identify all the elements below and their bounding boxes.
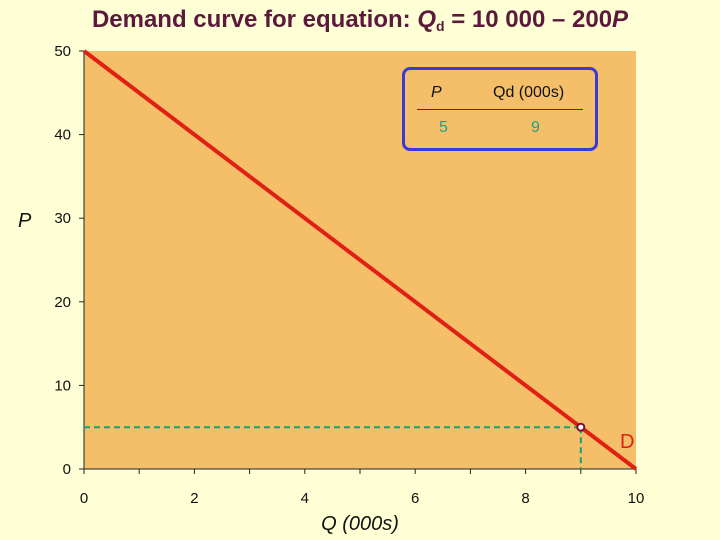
table-value-qd: 9 — [531, 119, 540, 136]
table-value-p: 5 — [439, 119, 448, 136]
highlight-point — [576, 422, 586, 432]
table-header-qd: Qd (000s) — [493, 84, 565, 101]
x-tick-label: 8 — [521, 490, 529, 507]
x-tick-label: 4 — [301, 490, 309, 507]
series-label-d: D — [620, 431, 634, 453]
x-tick-label: 2 — [190, 490, 198, 507]
y-tick-label: 30 — [54, 210, 71, 227]
y-tick-label: 50 — [54, 43, 71, 60]
x-tick-label: 6 — [411, 490, 419, 507]
value-table: P Qd (000s) 5 9 — [402, 67, 598, 151]
y-tick-label: 0 — [63, 461, 71, 478]
y-axis-label: P — [18, 210, 32, 232]
chart-title: Demand curve for equation: Qd = 10 000 –… — [91, 6, 629, 34]
x-axis-label: Q (000s) — [321, 513, 399, 535]
y-tick-label: 20 — [54, 294, 71, 311]
x-tick-label: 0 — [80, 490, 88, 507]
y-tick-label: 10 — [54, 377, 71, 394]
table-header-p: P — [431, 84, 442, 101]
y-tick-label: 40 — [54, 127, 71, 144]
demand-curve-line — [82, 49, 638, 471]
table-divider — [417, 109, 583, 110]
x-tick-label: 10 — [628, 490, 645, 507]
